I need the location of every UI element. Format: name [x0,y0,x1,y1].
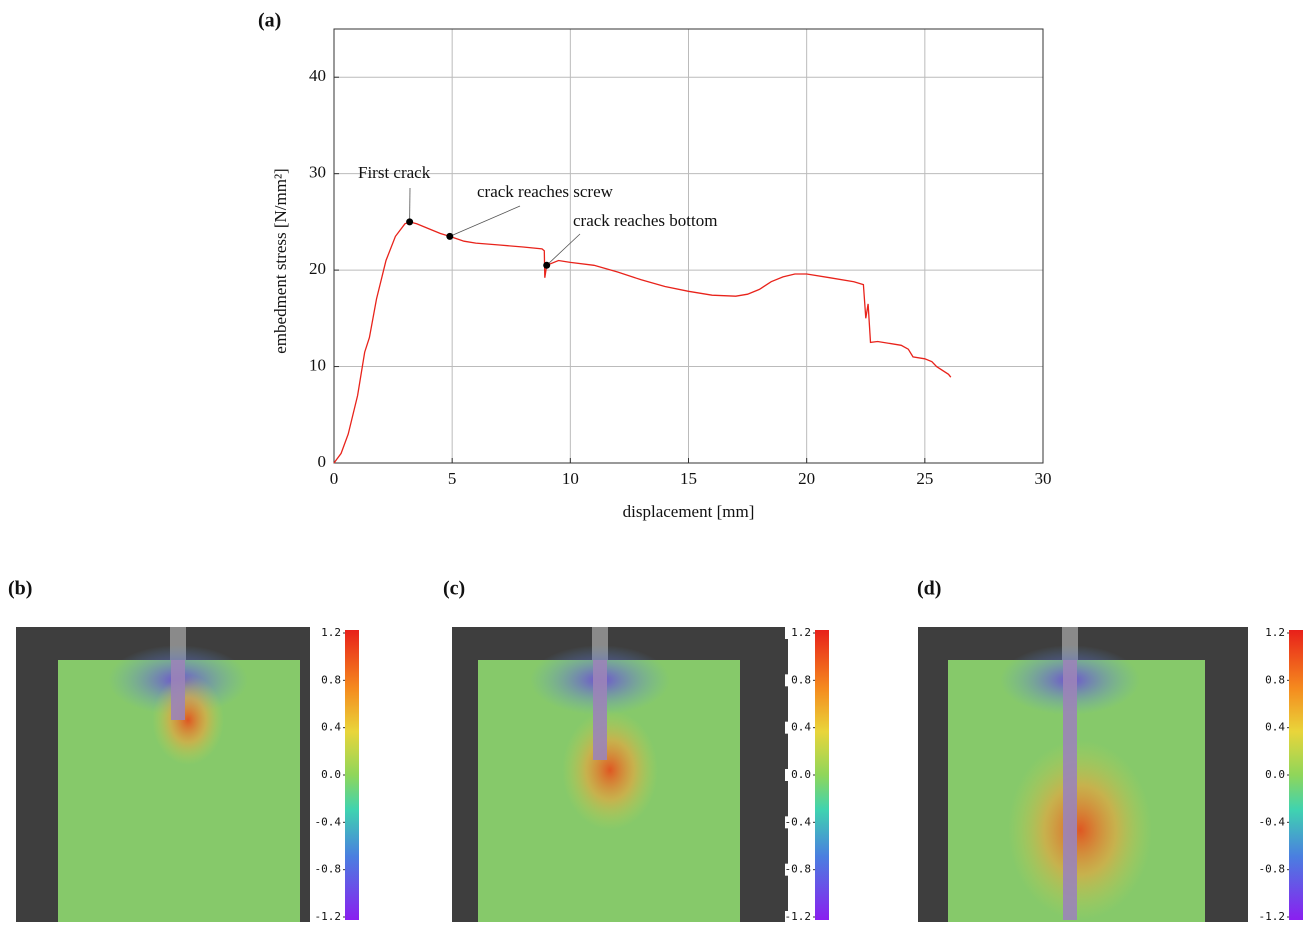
tick-label-bg [315,816,343,829]
colorbar-tick-label: 0.8 [791,673,811,686]
x-tick-label: 10 [562,469,579,488]
colorbar-tick-label: -1.2 [785,910,812,923]
leader-line [449,205,521,237]
x-tick-label: 20 [798,469,815,488]
colorbar-tick-label: 0.8 [1265,673,1285,686]
colorbar-tick-label: 0.4 [791,721,811,734]
panel-label: (a) [258,10,281,32]
y-tick-label: 20 [309,259,326,278]
annotation: crack reaches bottom [573,211,717,230]
y-tick-label: 40 [309,66,326,85]
colorbar-tick-label: -1.2 [1259,910,1286,923]
tick-label-bg [1259,674,1287,687]
colorbar-tick-label: 0.8 [321,673,341,686]
crack [593,660,607,760]
colorbar-tick-label: 0.0 [321,768,341,781]
data-line [333,221,952,464]
colorbar-tick-label: -0.4 [785,815,812,828]
strain-hot [152,675,224,765]
strain-hot [562,710,658,830]
tick-label-bg [315,674,343,687]
y-axis-label: embedment stress [N/mm²] [271,168,290,353]
x-tick-label: 30 [1035,469,1052,488]
panel-label: (c) [443,578,465,600]
leader-line [546,233,581,266]
tick-label-bg [785,674,813,687]
tick-label-bg [315,863,343,876]
tick-label-bg [785,911,813,923]
tick-label-bg [785,769,813,781]
colorbar-tick-label: 0.0 [791,768,811,781]
tick-label-bg [1259,863,1287,876]
tick-label-bg [1259,769,1287,781]
dic-image [16,627,310,922]
colorbar-tick-label: 1.2 [321,626,341,639]
y-tick-label: 30 [309,163,326,182]
tick-label-bg [1259,911,1287,923]
x-tick-label: 5 [448,469,457,488]
tick-label-bg [315,911,343,923]
marker [446,232,454,240]
tick-label-bg [1259,721,1287,734]
tick-label-bg [1259,816,1287,829]
tick-label-bg [785,816,813,829]
tick-label-bg [785,721,813,734]
colorbar-tick-label: -1.2 [315,910,342,923]
colorbar-tick-label: 0.4 [1265,721,1285,734]
colorbar [345,630,359,920]
annotation: First crack [358,163,431,182]
colorbar-tick-label: 0.4 [321,721,341,734]
dic-image [452,627,788,922]
dic-image [918,627,1248,922]
panel-label: (b) [8,578,32,600]
tick-label-bg [315,769,343,781]
colorbar-tick-label: -0.4 [1259,815,1286,828]
marker [543,261,551,269]
tick-label-bg [785,627,813,639]
tick-label-bg [315,721,343,734]
y-tick-label: 10 [309,355,326,374]
strain-hot [1008,740,1152,920]
tick-label-bg [1259,627,1287,639]
x-tick-label: 25 [916,469,933,488]
colorbar-tick-label: 1.2 [1265,626,1285,639]
plot-frame [333,28,1044,464]
colorbar-tick-label: -0.8 [315,863,342,876]
panel-label: (d) [917,578,941,600]
colorbar-tick-label: 1.2 [791,626,811,639]
y-tick-label: 0 [318,452,327,471]
crack [171,660,185,720]
x-tick-label: 15 [680,469,697,488]
annotation: crack reaches screw [477,182,614,201]
colorbar [815,630,829,920]
colorbar-tick-label: 0.0 [1265,768,1285,781]
colorbar-tick-label: -0.8 [785,863,812,876]
marker [406,218,414,226]
x-axis-label: displacement [mm] [623,502,755,521]
colorbar-tick-label: -0.4 [315,815,342,828]
crack [1063,660,1077,920]
tick-label-bg [785,863,813,876]
x-tick-label: 0 [330,469,339,488]
colorbar-tick-label: -0.8 [1259,863,1286,876]
colorbar [1289,630,1303,920]
tick-label-bg [315,627,343,639]
